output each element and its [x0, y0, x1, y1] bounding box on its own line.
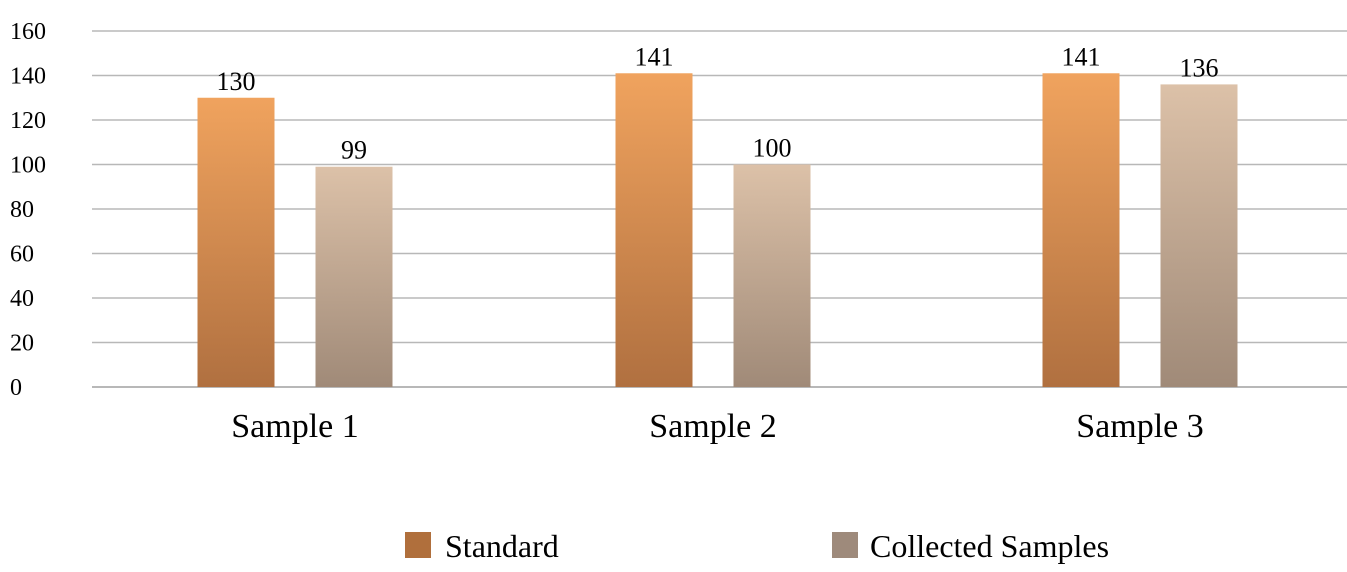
data-label: 100 [753, 134, 792, 163]
x-category-label: Sample 3 [1076, 408, 1203, 445]
y-tick-label: 100 [10, 153, 46, 179]
bar-standard-1 [197, 97, 275, 387]
legend-label-standard: Standard [445, 528, 559, 564]
x-axis-categories: Sample 1 Sample 2 Sample 3 [231, 408, 1203, 445]
bar-standard-3 [1042, 73, 1120, 388]
data-label: 141 [1062, 42, 1101, 71]
data-label: 130 [217, 67, 256, 96]
legend-label-collected-samples: Collected Samples [870, 528, 1109, 564]
x-category-label: Sample 2 [649, 408, 776, 445]
bar-collected-samples-1 [315, 166, 393, 387]
legend-swatch-collected-samples [832, 532, 858, 558]
y-tick-label: 60 [10, 242, 34, 268]
y-tick-label: 80 [10, 197, 34, 223]
y-tick-label: 120 [10, 108, 46, 134]
legend: Standard Collected Samples [405, 528, 1109, 564]
bar-collected-samples-2 [733, 164, 811, 387]
y-axis-ticks: 0 20 40 60 80 100 120 140 160 [10, 19, 46, 401]
data-label: 99 [341, 136, 367, 165]
x-category-label: Sample 1 [231, 408, 358, 445]
y-tick-label: 20 [10, 331, 34, 357]
bar-collected-samples-3 [1160, 84, 1238, 388]
y-tick-label: 160 [10, 19, 46, 45]
bar-standard-2 [615, 73, 693, 388]
y-tick-label: 40 [10, 286, 34, 312]
y-tick-label: 140 [10, 64, 46, 90]
bars [197, 73, 1238, 388]
data-label: 136 [1180, 53, 1219, 82]
gridlines [92, 30, 1347, 388]
y-tick-label: 0 [10, 375, 22, 401]
data-labels: 130 141 141 99 100 136 [217, 42, 1219, 164]
legend-swatch-standard [405, 532, 431, 558]
data-label: 141 [635, 42, 674, 71]
